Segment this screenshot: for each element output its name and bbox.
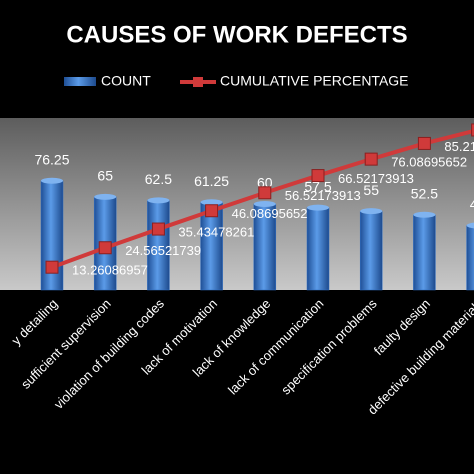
cumulative-label: 66.52173913 bbox=[338, 171, 414, 186]
cumulative-label: 35.43478261 bbox=[178, 224, 254, 239]
bar bbox=[466, 225, 474, 291]
bar-cap bbox=[253, 201, 276, 207]
bar-cap bbox=[466, 222, 474, 229]
cumulative-marker bbox=[45, 260, 59, 274]
cumulative-marker bbox=[364, 152, 378, 166]
chart-title: CAUSES OF WORK DEFECTS bbox=[66, 21, 407, 48]
cumulative-marker bbox=[98, 241, 112, 255]
bar-cap bbox=[147, 197, 170, 204]
bar-value-label: 62.5 bbox=[145, 171, 172, 187]
legend-label: CUMULATIVE PERCENTAGE bbox=[220, 73, 409, 89]
bar-value-label: 61.25 bbox=[194, 173, 229, 189]
legend-label: COUNT bbox=[101, 73, 151, 89]
bar bbox=[359, 210, 383, 291]
cumulative-label: 85.2173913 bbox=[444, 139, 474, 154]
bar-value-label: 76.25 bbox=[34, 151, 69, 167]
cumulative-marker bbox=[471, 123, 474, 137]
bar bbox=[306, 207, 330, 291]
bar-cap bbox=[360, 208, 383, 215]
cumulative-marker bbox=[417, 136, 431, 150]
cumulative-label: 76.08695652 bbox=[391, 155, 467, 170]
bar-cap bbox=[413, 211, 436, 218]
legend-swatch-count bbox=[64, 77, 96, 86]
cumulative-label: 24.56521739 bbox=[125, 243, 201, 258]
bar-cap bbox=[200, 199, 223, 206]
cumulative-marker bbox=[311, 169, 325, 183]
bar-cap bbox=[307, 204, 329, 211]
bar-cap bbox=[41, 177, 63, 184]
bar-value-label: 55 bbox=[363, 182, 379, 198]
bar-value-label: 57.5 bbox=[304, 178, 331, 194]
legend-swatch-marker bbox=[193, 77, 203, 87]
cumulative-label: 13.26086957 bbox=[72, 263, 148, 278]
bar bbox=[413, 214, 436, 291]
cumulative-marker bbox=[258, 186, 272, 200]
bar-cap bbox=[94, 193, 117, 200]
cumulative-marker bbox=[151, 222, 165, 236]
cumulative-label: 56.52173913 bbox=[285, 188, 361, 203]
cumulative-line bbox=[51, 128, 474, 270]
bar-value-label: 45 bbox=[470, 196, 474, 212]
cumulative-label: 46.08695652 bbox=[232, 206, 308, 221]
cumulative-marker bbox=[205, 204, 219, 218]
bar-value-label: 52.5 bbox=[411, 185, 438, 201]
bar-value-label: 65 bbox=[97, 168, 113, 184]
